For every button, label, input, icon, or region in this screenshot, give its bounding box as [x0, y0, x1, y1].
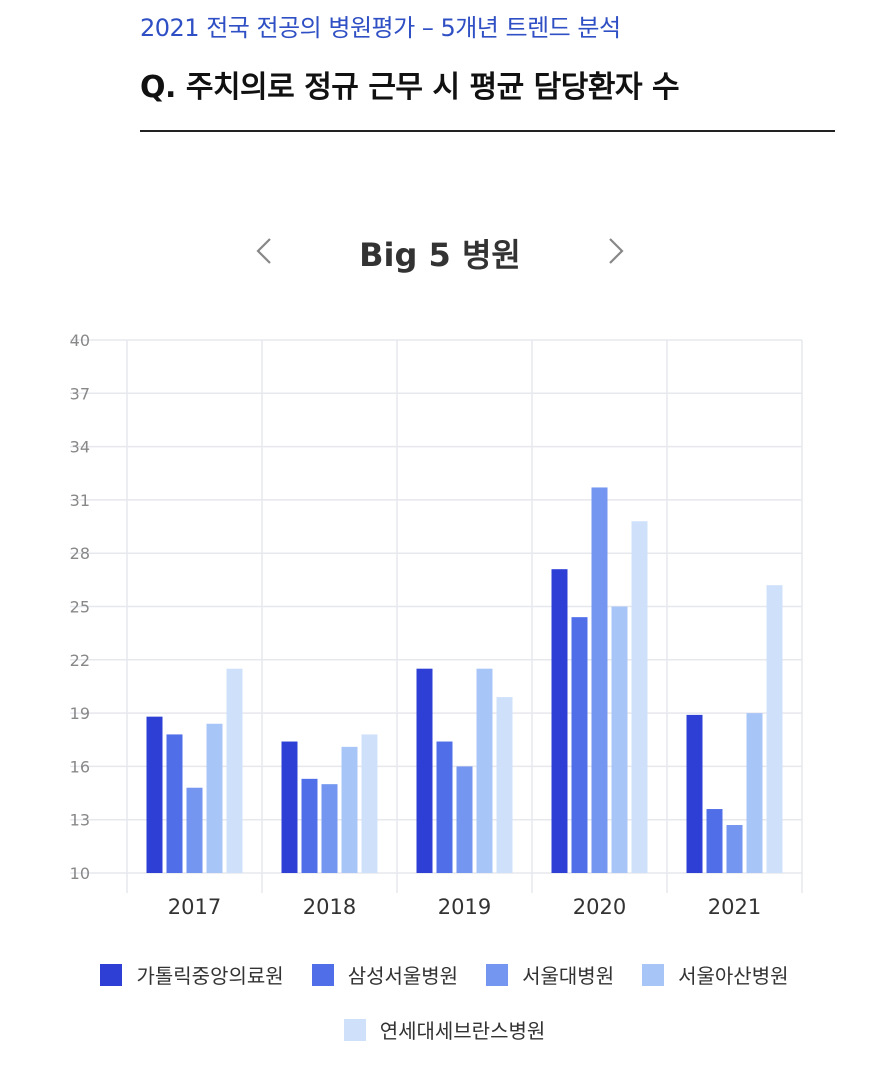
y-tick-label: 31 [70, 491, 90, 510]
bar[interactable]: 서울아산병원 2018: 17.1 [341, 746, 358, 873]
bar[interactable]: 서울대병원 2018: 15 [321, 784, 338, 873]
y-tick-label: 16 [70, 757, 90, 776]
bar[interactable]: 서울대병원 2021: 12.7 [726, 825, 743, 873]
bar[interactable]: 삼성서울병원 2019: 17.4 [436, 741, 453, 873]
legend-label: 서울대병원 [522, 964, 615, 988]
x-tick-label: 2019 [438, 895, 491, 919]
y-tick-label: 19 [70, 704, 90, 723]
chart-group-title: Big 5 병원 [359, 236, 521, 274]
bar[interactable]: 가톨릭중앙의료원 2020: 27.1 [551, 569, 568, 873]
bar[interactable]: 서울대병원 2017: 14.8 [186, 787, 203, 873]
bar[interactable]: 서울아산병원 2021: 19 [746, 713, 763, 873]
bar[interactable]: 삼성서울병원 2021: 13.6 [706, 809, 723, 873]
bar[interactable]: 서울대병원 2020: 31.7 [591, 487, 608, 873]
legend-swatch [486, 963, 509, 986]
bar[interactable]: 연세대세브란스병원 2021: 26.2 [766, 585, 783, 873]
bar[interactable]: 삼성서울병원 2017: 17.8 [166, 734, 183, 873]
legend-item[interactable]: 연세대세브란스병원 [343, 1015, 546, 1044]
chevron-left-icon[interactable] [250, 236, 280, 266]
bar[interactable]: 서울아산병원 2017: 18.4 [206, 723, 223, 873]
y-tick-label: 10 [70, 864, 90, 883]
bar[interactable]: 서울아산병원 2019: 21.5 [476, 668, 493, 873]
x-tick-label: 2021 [708, 895, 761, 919]
legend-swatch [311, 963, 334, 986]
bar-chart: 10 13 16 19 22 25 28 31 34 37 40 가톨릭중앙의료원 2017: 18.… [70, 331, 803, 919]
x-tick-label: 2018 [303, 895, 356, 919]
bar[interactable]: 삼성서울병원 2020: 24.4 [571, 617, 588, 873]
legend-swatch [343, 1018, 366, 1041]
bar[interactable]: 연세대세브란스병원 2019: 19.9 [496, 697, 513, 873]
question-title: Q. 주치의로 정규 근무 시 평균 담당환자 수 [140, 70, 680, 105]
bar[interactable]: 연세대세브란스병원 2018: 17.8 [361, 734, 378, 873]
x-tick-label: 2020 [573, 895, 626, 919]
bar[interactable]: 가톨릭중앙의료원 2018: 17.4 [281, 741, 298, 873]
y-tick-label: 25 [70, 598, 90, 617]
chart-navigator: Big 5 병원 [240, 222, 640, 282]
legend-item[interactable]: 서울대병원 [486, 960, 614, 989]
y-tick-label: 40 [70, 331, 90, 350]
y-tick-label: 34 [70, 438, 90, 457]
bar[interactable]: 삼성서울병원 2018: 15.3 [301, 778, 318, 873]
legend-item[interactable]: 삼성서울병원 [311, 960, 459, 989]
y-tick-label: 13 [70, 811, 90, 830]
y-tick-label: 28 [70, 544, 90, 563]
legend-swatch [100, 963, 123, 986]
bar[interactable]: 가톨릭중앙의료원 2017: 18.8 [146, 716, 163, 873]
report-subtitle: 2021 전국 전공의 병원평가 – 5개년 트렌드 분석 [140, 14, 621, 42]
bar[interactable]: 서울대병원 2019: 16 [456, 766, 473, 873]
legend-item[interactable]: 서울아산병원 [642, 960, 789, 989]
y-tick-label: 37 [70, 384, 90, 403]
bar[interactable]: 연세대세브란스병원 2020: 29.8 [631, 521, 648, 873]
legend-label: 가톨릭중앙의료원 [136, 964, 284, 988]
x-tick-label: 2017 [168, 895, 221, 919]
chevron-right-icon[interactable] [600, 236, 630, 266]
bar[interactable]: 연세대세브란스병원 2017: 21.5 [226, 668, 243, 873]
header-divider [140, 130, 835, 132]
legend-label: 서울아산병원 [678, 964, 789, 988]
bar[interactable]: 서울아산병원 2020: 25 [611, 606, 628, 874]
legend-swatch [642, 963, 665, 986]
bar[interactable]: 가톨릭중앙의료원 2019: 21.5 [416, 668, 433, 873]
legend-label: 연세대세브란스병원 [379, 1019, 546, 1043]
legend-label: 삼성서울병원 [347, 964, 459, 988]
y-tick-label: 22 [70, 651, 90, 670]
bar[interactable]: 가톨릭중앙의료원 2021: 18.9 [686, 714, 703, 873]
legend-item[interactable]: 가톨릭중앙의료원 [100, 960, 284, 989]
